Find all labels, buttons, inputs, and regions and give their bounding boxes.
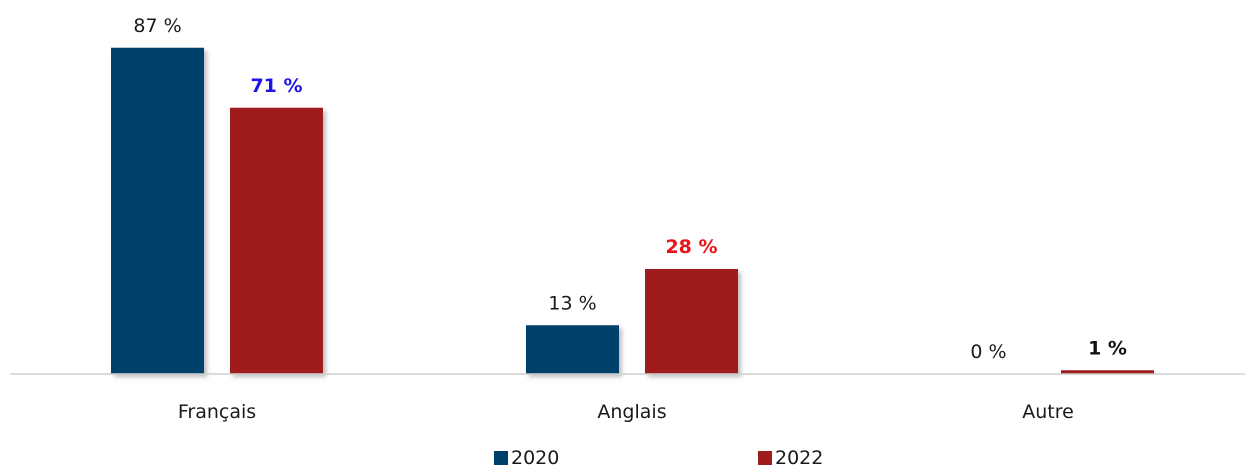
category-label-2: Autre — [1022, 401, 1074, 423]
data-label-2022-2: 1 % — [1088, 337, 1127, 359]
legend-item-2022: 2022 — [758, 447, 823, 469]
data-label-2020-0: 87 % — [133, 15, 181, 37]
data-label-2022-1: 28 % — [665, 236, 717, 258]
bar-2022-2 — [1061, 370, 1154, 374]
category-label-1: Anglais — [597, 401, 666, 423]
legend-label-2022: 2022 — [775, 447, 824, 469]
bar-2022-1 — [645, 269, 738, 374]
data-label-2020-1: 13 % — [548, 292, 596, 314]
labels-layer: 87 % 13 % 0 % 71 % 28 % 1 % Français Anglais Aut… — [133, 15, 1127, 423]
data-label-2020-2: 0 % — [970, 341, 1006, 363]
bars-layer — [111, 47, 1154, 374]
legend-swatch-2022 — [758, 451, 772, 465]
data-label-2022-0: 71 % — [250, 75, 302, 97]
legend-swatch-2020 — [494, 451, 508, 465]
legend-label-2020: 2020 — [511, 447, 560, 469]
legend: 2020 2022 — [0, 447, 1245, 471]
category-label-0: Français — [178, 401, 256, 423]
bar-2022-0 — [230, 107, 323, 374]
bar-2020-0 — [111, 47, 204, 374]
bar-2020-1 — [526, 325, 619, 374]
legend-item-2020: 2020 — [494, 447, 559, 469]
